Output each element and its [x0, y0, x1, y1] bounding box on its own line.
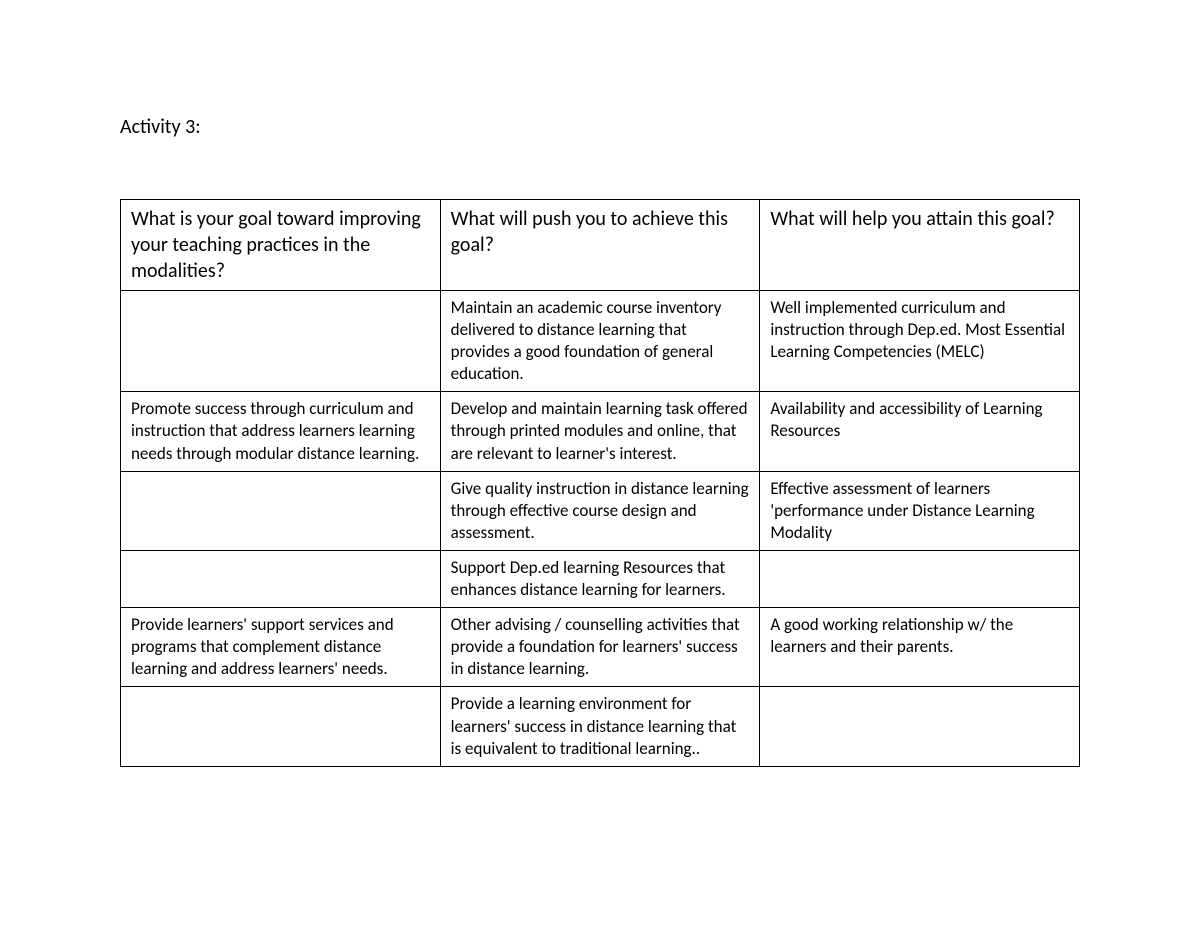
table-row: Maintain an academic course inventory de…	[121, 291, 1080, 392]
table-cell	[121, 687, 441, 766]
table-row: Provide a learning environment for learn…	[121, 687, 1080, 766]
table-cell: Promote success through curriculum and i…	[121, 392, 441, 471]
table-cell	[121, 550, 441, 607]
table-cell	[121, 471, 441, 550]
table-cell: Well implemented curriculum and instruct…	[760, 291, 1080, 392]
table-cell: Effective assessment of learners 'perfor…	[760, 471, 1080, 550]
table-row: Provide learners' support services and p…	[121, 608, 1080, 687]
activity-table: What is your goal toward improving your …	[120, 199, 1080, 767]
table-cell: A good working relationship w/ the learn…	[760, 608, 1080, 687]
table-cell: Availability and accessibility of Learni…	[760, 392, 1080, 471]
document-page: Activity 3: What is your goal toward imp…	[0, 0, 1200, 767]
table-cell: Maintain an academic course inventory de…	[440, 291, 760, 392]
table-header-help: What will help you attain this goal?	[760, 200, 1080, 291]
table-cell: Give quality instruction in distance lea…	[440, 471, 760, 550]
table-cell	[760, 687, 1080, 766]
table-row: Give quality instruction in distance lea…	[121, 471, 1080, 550]
table-cell	[760, 550, 1080, 607]
table-cell: Provide a learning environment for learn…	[440, 687, 760, 766]
table-row: Support Dep.ed learning Resources that e…	[121, 550, 1080, 607]
table-cell	[121, 291, 441, 392]
table-header-row: What is your goal toward improving your …	[121, 200, 1080, 291]
table-cell: Support Dep.ed learning Resources that e…	[440, 550, 760, 607]
table-cell: Provide learners' support services and p…	[121, 608, 441, 687]
activity-title: Activity 3:	[120, 115, 1080, 139]
table-header-push: What will push you to achieve this goal?	[440, 200, 760, 291]
table-row: Promote success through curriculum and i…	[121, 392, 1080, 471]
table-cell: Develop and maintain learning task offer…	[440, 392, 760, 471]
table-cell: Other advising / counselling activities …	[440, 608, 760, 687]
table-header-goal: What is your goal toward improving your …	[121, 200, 441, 291]
